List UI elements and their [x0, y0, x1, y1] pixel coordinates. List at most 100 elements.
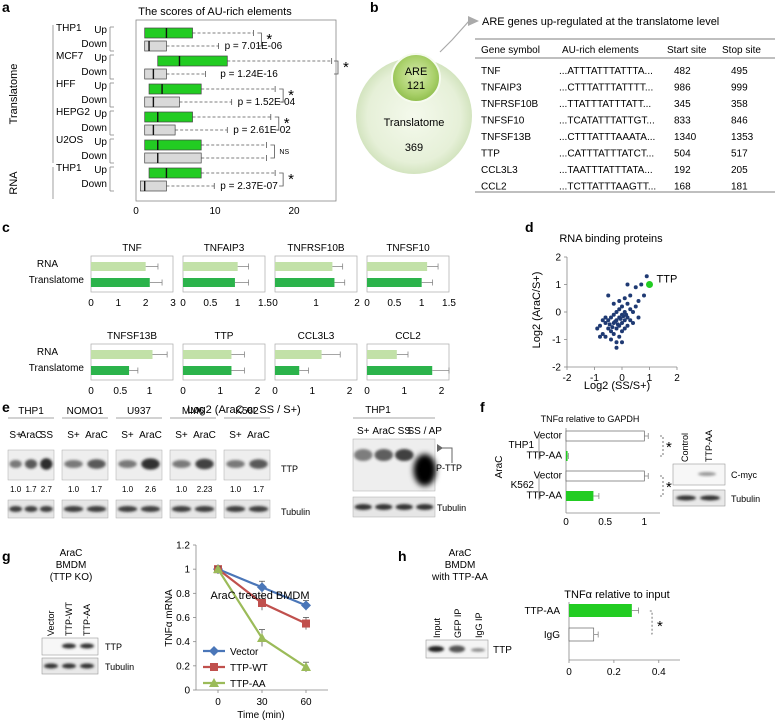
f-blot-cmyc-label: C-myc: [731, 470, 757, 480]
scatter-point: [622, 326, 627, 331]
c-chart-title: TNFSF13B: [107, 331, 157, 342]
c-chart-title: CCL3L3: [298, 331, 335, 342]
p-value: p = 1.24E-16: [220, 69, 278, 80]
e-blot-tubulin-box: [169, 499, 217, 519]
e-lane-label: S+: [229, 430, 242, 441]
e-group-title: NOMO1: [67, 406, 104, 417]
scatter-point: [595, 326, 600, 331]
scatter-point: [598, 323, 602, 328]
panel-f-group-label: AraC: [494, 456, 505, 479]
c-tick-label: 3: [170, 298, 176, 309]
g-lane-vector: Vector: [46, 610, 56, 636]
scatter-point: [611, 332, 616, 336]
f-bar-label: Vector: [534, 471, 563, 482]
e-right-band: [354, 449, 373, 461]
panel-label-c: c: [2, 219, 10, 235]
d-x-tick-label: -2: [563, 373, 572, 384]
table-cell-start: 345: [674, 99, 691, 110]
h-tick-label: 0: [566, 667, 572, 678]
table-cell-are: ...TCATATTTATTGT...: [559, 116, 655, 127]
h-blot-title-1: AraC: [449, 548, 472, 559]
g-marker-square: [302, 619, 310, 628]
table-cell-start: 504: [674, 149, 691, 160]
col-header-gene: Gene symbol: [481, 45, 540, 56]
scatter-point: [615, 322, 620, 327]
significance-bracket: [257, 32, 262, 47]
c-chart-title: TTP: [215, 331, 234, 342]
e-band-tubulin: [24, 506, 38, 512]
e-lane-label: AraC: [20, 430, 43, 441]
c-tick-label: 0.5: [387, 298, 401, 309]
g-legend-marker: [209, 678, 219, 687]
table-cell-stop: 999: [731, 83, 748, 94]
c-chart-title: TNFAIP3: [204, 243, 245, 254]
f-significance-bracket: [660, 435, 664, 457]
scatter-point: [639, 282, 644, 287]
g-blot-title-2: BMDM: [56, 560, 87, 571]
significance-bracket: [334, 60, 339, 75]
panel-h-bar-chart: TTP-AA IgG * 0 0.2 0.4: [524, 602, 680, 678]
f-cell-thp1: THP1: [508, 440, 534, 451]
c-tick-label: 0: [180, 298, 186, 309]
panel-f-bar-chart: Vector TTP-AA * Vector TTP-AA * 0 0.5 1: [526, 428, 672, 528]
p-ttp-arrow: [437, 447, 453, 463]
d-y-tick-label: 1: [555, 280, 561, 291]
h-blot-label: TTP: [493, 645, 512, 656]
e-band-tubulin: [171, 506, 192, 512]
scatter-point: [620, 340, 624, 345]
c-bar-rna: [183, 262, 238, 271]
significance-bracket: [279, 172, 284, 187]
panel-c: c RNA Translatome RNA Translatome TNF 0 1 2…: [2, 219, 456, 416]
scatter-point: [622, 318, 627, 323]
p-value: p = 2.37E-07: [220, 181, 278, 192]
e-group-title: THP1: [18, 406, 44, 417]
panel-b: b ARE 121 Translatome 369 ARE genes up-r…: [356, 0, 775, 193]
c-tick-label: 1: [116, 298, 122, 309]
h-blot-title-3: with TTP-AA: [431, 572, 488, 583]
h-lane-input: Input: [432, 617, 442, 638]
table-cell-gene: CCL2: [481, 182, 507, 193]
scatter-point: [617, 307, 622, 312]
g-blot-title-3: (TTP KO): [50, 572, 93, 583]
f-bar-label: TTP-AA: [526, 491, 562, 502]
cell-line-label: HEPG2: [56, 107, 90, 118]
box-up: [144, 27, 193, 39]
e-lane-label: AraC: [247, 430, 270, 441]
panel-d-title: RNA binding proteins: [559, 233, 663, 245]
scatter-point: [636, 315, 641, 320]
c-tick-label: 0: [364, 386, 370, 397]
e-band-ttp: [9, 460, 22, 468]
e-right-band: [374, 449, 393, 461]
e-right-tubulin-band: [354, 504, 372, 510]
scatter-point: [620, 321, 624, 325]
table-cell-start: 986: [674, 83, 691, 94]
e-right-lane-label: S+: [357, 426, 370, 437]
c-bar-translatome: [91, 278, 150, 287]
c-tick-label: 0.5: [113, 386, 127, 397]
e-quant-value: 2.23: [197, 485, 213, 494]
g-y-tick-label: 1.2: [176, 541, 190, 552]
g-band-ttp-aa: [80, 643, 94, 649]
row-label-up: Up: [94, 53, 107, 64]
scatter-point: [606, 318, 611, 323]
h-lane-igg-ip: IgG IP: [474, 612, 484, 638]
group-label-translatome: Translatome: [8, 64, 20, 125]
c-bar-translatome: [367, 278, 422, 287]
e-blot-tubulin-box: [61, 499, 109, 519]
e-right-tubulin-box: [352, 496, 436, 518]
c-tick-label: 2: [255, 386, 261, 397]
scatter-point: [609, 315, 613, 320]
table-cell-stop: 517: [731, 149, 748, 160]
e-group-title: U937: [127, 406, 151, 417]
g-blot-title-1: AraC: [60, 548, 83, 559]
are-arrow-line: [439, 20, 470, 53]
e-tubulin-label: Tubulin: [281, 507, 310, 517]
col-header-stop: Stop site: [722, 45, 761, 56]
g-marker-diamond: [301, 600, 311, 611]
box-down: [144, 124, 176, 136]
significance-mark: *: [343, 59, 349, 76]
panel-f-title: TNFα relative to GAPDH: [541, 414, 640, 424]
c-tick-label: 1: [313, 298, 319, 309]
e-band-tubulin: [117, 506, 138, 512]
